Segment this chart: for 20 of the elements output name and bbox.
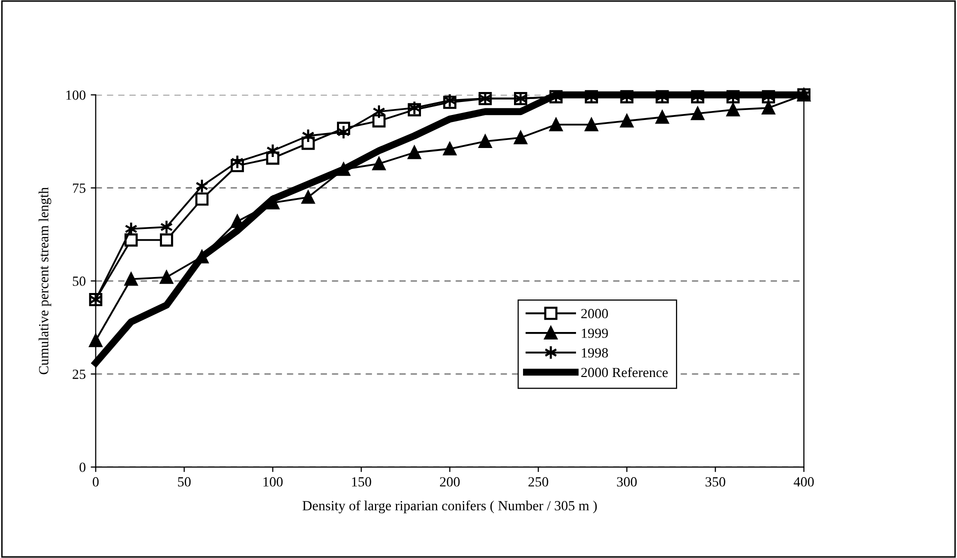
y-axis-title: Cumulative percent stream length: [38, 187, 52, 374]
y-tick-label: 0: [80, 462, 86, 472]
x-tick-label: 150: [352, 477, 372, 487]
legend-label: 2000: [581, 308, 608, 318]
x-tick-label: 400: [794, 477, 814, 487]
x-tick-label: 350: [706, 477, 726, 487]
y-tick-label: 100: [66, 90, 86, 100]
y-tick-label: 50: [72, 276, 86, 286]
y-tick-label: 25: [72, 370, 86, 379]
x-axis-title: Density of large riparian conifers ( Number / 305 m ): [302, 500, 597, 514]
x-tick-label: 300: [617, 477, 637, 487]
legend-label: 1998: [582, 348, 608, 358]
x-tick-label: 0: [92, 477, 99, 487]
legend-label: 1999: [582, 328, 608, 338]
x-tick-label: 200: [440, 477, 460, 487]
y-tick-label: 75: [73, 184, 86, 193]
legend-label: 2000 Reference: [581, 367, 668, 378]
x-tick-label: 250: [528, 477, 548, 487]
x-tick-label: 100: [264, 477, 283, 487]
x-tick-label: 50: [178, 477, 191, 487]
